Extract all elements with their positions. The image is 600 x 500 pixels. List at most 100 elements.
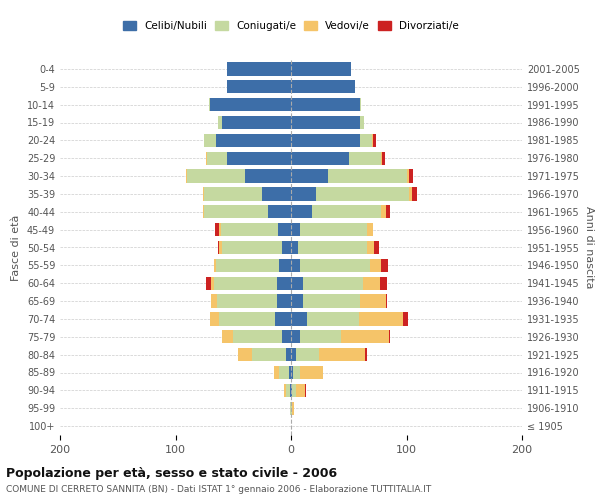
- Bar: [290, 384, 291, 397]
- Bar: [386, 205, 391, 218]
- Bar: [296, 384, 305, 397]
- Bar: [211, 294, 217, 308]
- Y-axis label: Anni di nascita: Anni di nascita: [584, 206, 593, 289]
- Bar: [386, 294, 387, 308]
- Bar: [362, 276, 380, 290]
- Bar: [220, 223, 221, 236]
- Bar: [409, 170, 413, 183]
- Bar: [205, 205, 268, 218]
- Bar: [291, 80, 355, 94]
- Text: COMUNE DI CERRETO SANNITA (BN) - Dati ISTAT 1° gennaio 2006 - Elaborazione TUTTI: COMUNE DI CERRETO SANNITA (BN) - Dati IS…: [6, 485, 431, 494]
- Bar: [291, 384, 292, 397]
- Bar: [300, 223, 367, 236]
- Bar: [291, 134, 360, 147]
- Bar: [291, 276, 302, 290]
- Bar: [291, 312, 307, 326]
- Bar: [381, 152, 382, 165]
- Bar: [300, 258, 370, 272]
- Bar: [222, 241, 282, 254]
- Bar: [221, 223, 278, 236]
- Bar: [205, 134, 216, 147]
- Bar: [291, 116, 360, 129]
- Bar: [282, 241, 291, 254]
- Bar: [291, 62, 351, 76]
- Bar: [277, 294, 291, 308]
- Bar: [218, 116, 222, 129]
- Bar: [275, 312, 291, 326]
- Bar: [291, 223, 300, 236]
- Bar: [372, 134, 373, 147]
- Bar: [319, 348, 365, 362]
- Bar: [292, 384, 296, 397]
- Bar: [367, 241, 374, 254]
- Bar: [210, 98, 291, 112]
- Bar: [282, 330, 291, 344]
- Bar: [186, 170, 187, 183]
- Bar: [302, 276, 362, 290]
- Bar: [291, 205, 312, 218]
- Bar: [206, 152, 227, 165]
- Bar: [277, 276, 291, 290]
- Bar: [206, 276, 211, 290]
- Bar: [209, 98, 210, 112]
- Bar: [291, 241, 298, 254]
- Bar: [407, 170, 409, 183]
- Bar: [382, 152, 385, 165]
- Bar: [286, 348, 291, 362]
- Bar: [298, 241, 367, 254]
- Bar: [214, 258, 216, 272]
- Bar: [222, 330, 233, 344]
- Bar: [215, 223, 220, 236]
- Bar: [211, 276, 214, 290]
- Bar: [187, 170, 245, 183]
- Bar: [245, 170, 291, 183]
- Bar: [312, 205, 381, 218]
- Bar: [409, 187, 412, 200]
- Bar: [227, 80, 291, 94]
- Bar: [293, 366, 300, 379]
- Bar: [360, 98, 361, 112]
- Bar: [381, 205, 386, 218]
- Bar: [227, 62, 291, 76]
- Bar: [216, 258, 280, 272]
- Bar: [412, 187, 417, 200]
- Bar: [374, 241, 379, 254]
- Bar: [302, 294, 360, 308]
- Bar: [284, 384, 286, 397]
- Bar: [403, 312, 407, 326]
- Bar: [300, 366, 323, 379]
- Bar: [278, 223, 291, 236]
- Bar: [280, 258, 291, 272]
- Bar: [296, 348, 319, 362]
- Bar: [316, 187, 409, 200]
- Bar: [291, 258, 300, 272]
- Bar: [220, 241, 222, 254]
- Bar: [205, 187, 262, 200]
- Bar: [349, 152, 381, 165]
- Bar: [216, 134, 291, 147]
- Legend: Celibi/Nubili, Coniugati/e, Vedovi/e, Divorziati/e: Celibi/Nubili, Coniugati/e, Vedovi/e, Di…: [119, 16, 463, 35]
- Bar: [262, 187, 291, 200]
- Bar: [291, 170, 328, 183]
- Bar: [328, 170, 407, 183]
- Bar: [274, 366, 280, 379]
- Bar: [367, 223, 373, 236]
- Bar: [291, 348, 296, 362]
- Bar: [380, 276, 387, 290]
- Bar: [381, 258, 388, 272]
- Bar: [291, 402, 292, 415]
- Bar: [203, 205, 205, 218]
- Bar: [291, 294, 302, 308]
- Bar: [291, 330, 300, 344]
- Bar: [233, 330, 282, 344]
- Bar: [290, 402, 291, 415]
- Bar: [373, 134, 376, 147]
- Bar: [365, 348, 367, 362]
- Bar: [222, 116, 291, 129]
- Bar: [291, 366, 293, 379]
- Y-axis label: Fasce di età: Fasce di età: [11, 214, 21, 280]
- Bar: [341, 330, 389, 344]
- Bar: [292, 402, 295, 415]
- Bar: [217, 294, 277, 308]
- Bar: [291, 187, 316, 200]
